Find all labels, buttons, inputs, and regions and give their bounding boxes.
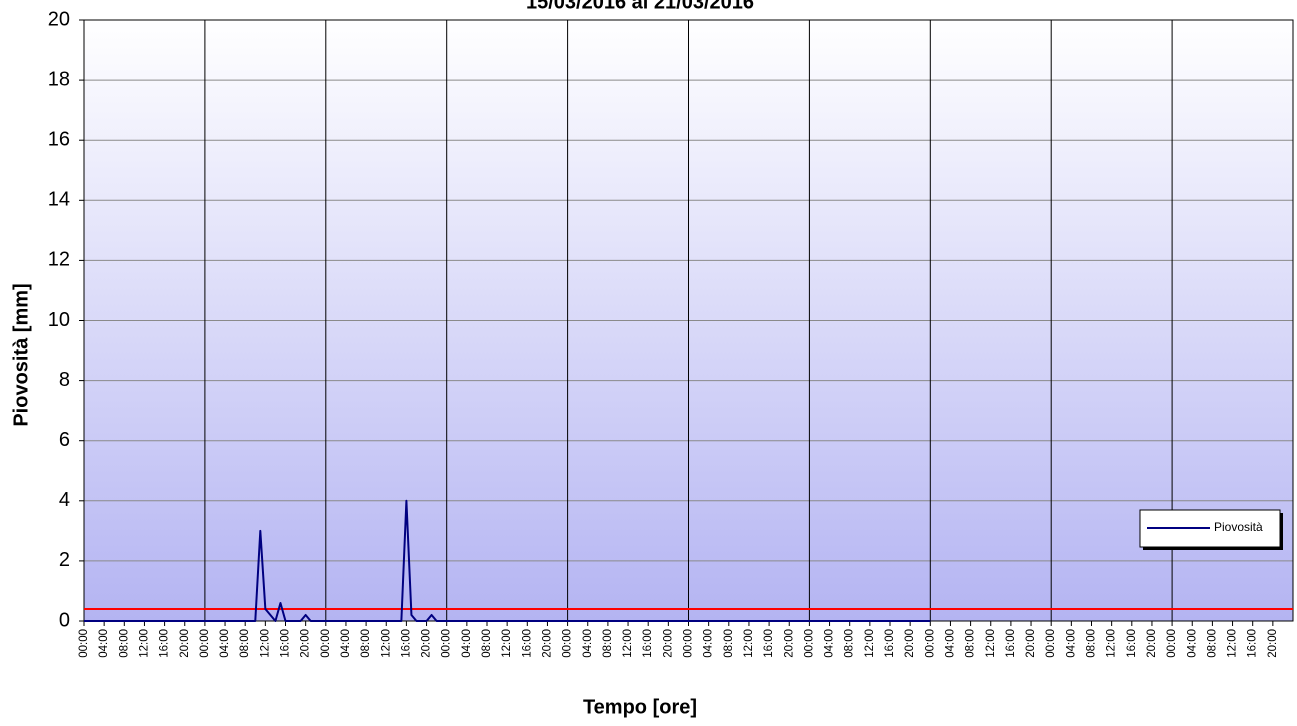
x-tick-label: 20:00 [179,629,191,658]
x-tick-label: 04:00 [219,629,231,658]
x-tick-label: 04:00 [98,629,110,658]
x-tick-label: 04:00 [1186,629,1198,658]
chart-title: 15/03/2016 al 21/03/2016 [526,0,754,13]
x-tick-label: 20:00 [662,629,674,658]
x-tick-label: 00:00 [683,629,695,658]
series-line [84,499,931,622]
y-tick-label: 16 [48,128,70,150]
x-tick-label: 16:00 [1126,629,1138,658]
x-tick-label: 04:00 [703,629,715,658]
x-tick-label: 12:00 [1227,629,1239,658]
y-tick-label: 8 [59,369,70,391]
x-tick-label: 00:00 [924,629,936,658]
x-tick-label: 00:00 [199,629,211,658]
x-tick-label: 04:00 [824,629,836,658]
x-tick-label: 16:00 [642,629,654,658]
x-tick-label: 00:00 [1045,629,1057,658]
x-tick-label: 12:00 [501,629,513,658]
y-axis-title: Piovosità [mm] [10,283,32,426]
x-tick-label: 12:00 [380,629,392,658]
x-tick-label: 00:00 [803,629,815,658]
x-tick-label: 08:00 [844,629,856,658]
y-tick-label: 20 [48,8,70,30]
y-tick-label: 6 [59,429,70,451]
x-tick-label: 08:00 [1206,629,1218,658]
x-tick-label: 04:00 [582,629,594,658]
x-tick-label: 04:00 [1065,629,1077,658]
x-tick-label: 20:00 [1146,629,1158,658]
legend-label: Piovosità [1214,520,1263,534]
x-tick-label: 12:00 [985,629,997,658]
y-tick-label: 4 [59,489,70,511]
x-tick-label: 16:00 [884,629,896,658]
x-tick-label: 08:00 [239,629,251,658]
x-tick-label: 20:00 [421,629,433,658]
x-tick-label: 16:00 [1005,629,1017,658]
y-tick-label: 12 [48,249,70,271]
x-tick-label: 20:00 [541,629,553,658]
x-tick-label: 00:00 [562,629,574,658]
x-tick-label: 20:00 [783,629,795,658]
x-axis-title: Tempo [ore] [583,696,697,718]
x-tick-label: 00:00 [78,629,90,658]
x-tick-label: 08:00 [965,629,977,658]
x-tick-label: 20:00 [1267,629,1279,658]
x-tick-label: 00:00 [1166,629,1178,658]
x-tick-label: 20:00 [904,629,916,658]
x-tick-label: 16:00 [521,629,533,658]
y-tick-label: 10 [48,309,70,331]
x-tick-label: 16:00 [763,629,775,658]
x-tick-label: 08:00 [118,629,130,658]
y-tick-label: 18 [48,68,70,90]
x-tick-label: 04:00 [944,629,956,658]
x-tick-label: 12:00 [743,629,755,658]
x-tick-label: 08:00 [723,629,735,658]
x-tick-label: 08:00 [481,629,493,658]
x-tick-label: 08:00 [602,629,614,658]
x-tick-label: 04:00 [461,629,473,658]
x-tick-label: 20:00 [300,629,312,658]
x-tick-label: 20:00 [1025,629,1037,658]
x-tick-label: 16:00 [280,629,292,658]
y-tick-label: 14 [48,189,70,211]
y-tick-label: 2 [59,549,70,571]
x-tick-label: 16:00 [159,629,171,658]
x-tick-label: 12:00 [259,629,271,658]
x-tick-label: 00:00 [320,629,332,658]
x-tick-label: 12:00 [622,629,634,658]
x-tick-label: 08:00 [1086,629,1098,658]
x-tick-label: 04:00 [340,629,352,658]
x-tick-label: 12:00 [864,629,876,658]
x-tick-label: 12:00 [1106,629,1118,658]
x-tick-label: 00:00 [441,629,453,658]
x-tick-label: 16:00 [400,629,412,658]
x-tick-label: 12:00 [138,629,150,658]
x-tick-label: 16:00 [1247,629,1259,658]
x-tick-label: 08:00 [360,629,372,658]
legend: Piovosità [1139,509,1283,550]
y-tick-label: 0 [59,609,70,631]
